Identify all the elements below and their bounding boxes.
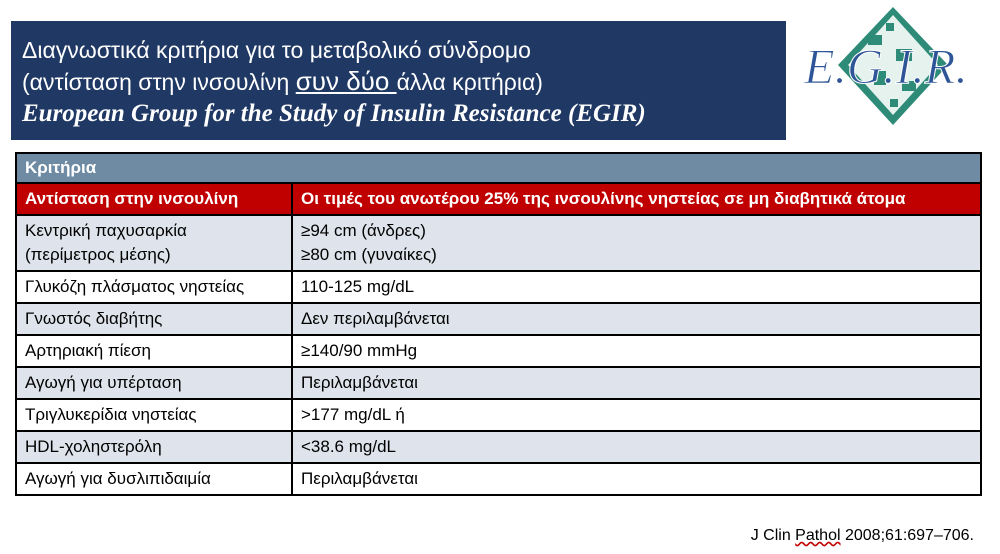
criteria-table: Κριτήρια Αντίσταση στην ινσουλίνη Οι τιμ… [15, 152, 982, 496]
table-header-row: Κριτήρια [15, 152, 982, 184]
egir-logo: E.G.I.R. [803, 7, 968, 125]
criterion-cell: Γλυκόζη πλάσματος νηστείας [15, 270, 293, 304]
title-line-1: Διαγνωστικά κριτήρια για το μεταβολικό σ… [22, 37, 531, 63]
criterion-cell: Γνωστός διαβήτης [15, 302, 293, 336]
table-row: Αγωγή για δυσλιπιδαιμία Περιλαμβάνεται [15, 462, 982, 496]
value-line: ≥80 cm (γυναίκες) [301, 245, 437, 264]
title-line-2-emphasis: συν δύο [295, 66, 397, 96]
table-row: Κεντρική παχυσαρκία (περίμετρος μέσης) ≥… [15, 214, 982, 272]
value-line: ≥94 cm (άνδρες) [301, 221, 426, 240]
criterion-cell: Αγωγή για υπέρταση [15, 366, 293, 400]
citation-journal: Pathol [795, 527, 841, 544]
table-row: Γνωστός διαβήτης Δεν περιλαμβάνεται [15, 302, 982, 336]
key-criterion-row: Αντίσταση στην ινσουλίνη Οι τιμές του αν… [15, 182, 982, 216]
title-line-3: European Group for the Study of Insulin … [22, 100, 646, 127]
value-cell: ≥94 cm (άνδρες) ≥80 cm (γυναίκες) [291, 214, 982, 272]
citation-prefix: J Clin [750, 527, 796, 544]
title-line-2-start: (αντίσταση στην ινσουλίνη [22, 69, 296, 95]
criterion-cell: Αγωγή για δυσλιπιδαιμία [15, 462, 293, 496]
table-header: Κριτήρια [15, 152, 982, 184]
criterion-cell: Κεντρική παχυσαρκία (περίμετρος μέσης) [15, 214, 293, 272]
value-cell: ≥140/90 mmHg [291, 334, 982, 368]
value-cell: Περιλαμβάνεται [291, 462, 982, 496]
table-row: HDL-χοληστερόλη <38.6 mg/dL [15, 430, 982, 464]
title-banner: Διαγνωστικά κριτήρια για το μεταβολικό σ… [11, 21, 786, 140]
criterion-cell: Αρτηριακή πίεση [15, 334, 293, 368]
criterion-cell: HDL-χοληστερόλη [15, 430, 293, 464]
table-row: Γλυκόζη πλάσματος νηστείας 110-125 mg/dL [15, 270, 982, 304]
value-cell: 110-125 mg/dL [291, 270, 982, 304]
table-row: Αγωγή για υπέρταση Περιλαμβάνεται [15, 366, 982, 400]
criterion-line: (περίμετρος μέσης) [25, 245, 171, 264]
key-criterion-label: Αντίσταση στην ινσουλίνη [15, 182, 293, 216]
criterion-line: Κεντρική παχυσαρκία [25, 221, 187, 240]
value-cell: >177 mg/dL ή [291, 398, 982, 432]
citation-suffix: 2008;61:697–706. [840, 527, 974, 544]
logo-diamond [838, 7, 948, 125]
citation: J Clin Pathol 2008;61:697–706. [751, 527, 974, 545]
title-line-2: (αντίσταση στην ινσουλίνη συν δύο άλλα κ… [22, 66, 774, 98]
value-cell: Δεν περιλαμβάνεται [291, 302, 982, 336]
table-row: Αρτηριακή πίεση ≥140/90 mmHg [15, 334, 982, 368]
logo-text: E.G.I.R. [803, 38, 968, 94]
value-cell: Περιλαμβάνεται [291, 366, 982, 400]
key-criterion-value: Οι τιμές του ανωτέρου 25% της ινσουλίνης… [291, 182, 982, 216]
criterion-cell: Τριγλυκερίδια νηστείας [15, 398, 293, 432]
table-row: Τριγλυκερίδια νηστείας >177 mg/dL ή [15, 398, 982, 432]
value-cell: <38.6 mg/dL [291, 430, 982, 464]
title-line-2-end: άλλα κριτήρια) [396, 69, 543, 95]
